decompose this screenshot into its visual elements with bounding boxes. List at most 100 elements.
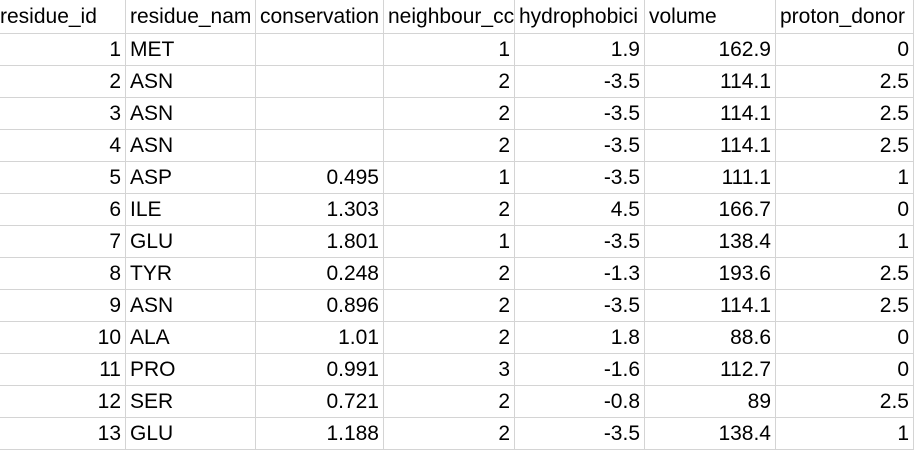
cell-neighbour-count[interactable]: 2 bbox=[384, 194, 515, 226]
cell-volume[interactable]: 114.1 bbox=[645, 290, 776, 322]
cell-residue-id[interactable]: 4 bbox=[0, 130, 126, 162]
cell-neighbour-count[interactable]: 1 bbox=[384, 226, 515, 258]
cell-residue-id[interactable]: 8 bbox=[0, 258, 126, 290]
cell-proton-donor[interactable]: 0 bbox=[776, 34, 914, 66]
cell-hydrophobicity[interactable]: -1.3 bbox=[515, 258, 645, 290]
cell-volume[interactable]: 138.4 bbox=[645, 226, 776, 258]
cell-hydrophobicity[interactable]: -3.5 bbox=[515, 130, 645, 162]
cell-residue-name[interactable]: ASN bbox=[126, 290, 256, 322]
cell-neighbour-count[interactable]: 2 bbox=[384, 322, 515, 354]
cell-volume[interactable]: 88.6 bbox=[645, 322, 776, 354]
cell-residue-id[interactable]: 5 bbox=[0, 162, 126, 194]
cell-conservation[interactable] bbox=[256, 98, 384, 130]
cell-residue-id[interactable]: 9 bbox=[0, 290, 126, 322]
cell-residue-name[interactable]: GLU bbox=[126, 226, 256, 258]
cell-residue-name[interactable]: TYR bbox=[126, 258, 256, 290]
cell-neighbour-count[interactable]: 2 bbox=[384, 258, 515, 290]
cell-hydrophobicity[interactable]: -3.5 bbox=[515, 162, 645, 194]
cell-residue-name[interactable]: GLU bbox=[126, 418, 256, 450]
cell-hydrophobicity[interactable]: -3.5 bbox=[515, 418, 645, 450]
cell-proton-donor[interactable]: 2.5 bbox=[776, 98, 914, 130]
cell-residue-id[interactable]: 1 bbox=[0, 34, 126, 66]
cell-conservation[interactable]: 0.495 bbox=[256, 162, 384, 194]
cell-residue-name[interactable]: ALA bbox=[126, 322, 256, 354]
column-header-proton-donor[interactable]: proton_donor bbox=[776, 0, 914, 34]
cell-volume[interactable]: 193.6 bbox=[645, 258, 776, 290]
column-header-hydrophobicity[interactable]: hydrophobici bbox=[515, 0, 645, 34]
cell-proton-donor[interactable]: 2.5 bbox=[776, 258, 914, 290]
cell-conservation[interactable] bbox=[256, 66, 384, 98]
cell-residue-name[interactable]: PRO bbox=[126, 354, 256, 386]
cell-neighbour-count[interactable]: 3 bbox=[384, 354, 515, 386]
cell-hydrophobicity[interactable]: -3.5 bbox=[515, 98, 645, 130]
column-header-residue-name[interactable]: residue_nam bbox=[126, 0, 256, 34]
cell-conservation[interactable]: 0.721 bbox=[256, 386, 384, 418]
cell-residue-name[interactable]: ASP bbox=[126, 162, 256, 194]
cell-volume[interactable]: 114.1 bbox=[645, 130, 776, 162]
cell-hydrophobicity[interactable]: -3.5 bbox=[515, 66, 645, 98]
cell-residue-name[interactable]: ILE bbox=[126, 194, 256, 226]
cell-residue-id[interactable]: 13 bbox=[0, 418, 126, 450]
cell-volume[interactable]: 166.7 bbox=[645, 194, 776, 226]
cell-proton-donor[interactable]: 1 bbox=[776, 226, 914, 258]
cell-volume[interactable]: 162.9 bbox=[645, 34, 776, 66]
cell-neighbour-count[interactable]: 2 bbox=[384, 98, 515, 130]
cell-residue-name[interactable]: ASN bbox=[126, 130, 256, 162]
cell-residue-name[interactable]: ASN bbox=[126, 98, 256, 130]
cell-proton-donor[interactable]: 1 bbox=[776, 162, 914, 194]
cell-conservation[interactable]: 1.188 bbox=[256, 418, 384, 450]
cell-proton-donor[interactable]: 2.5 bbox=[776, 290, 914, 322]
cell-neighbour-count[interactable]: 2 bbox=[384, 418, 515, 450]
column-header-conservation[interactable]: conservation bbox=[256, 0, 384, 34]
column-header-neighbour-count[interactable]: neighbour_cc bbox=[384, 0, 515, 34]
cell-neighbour-count[interactable]: 1 bbox=[384, 162, 515, 194]
cell-neighbour-count[interactable]: 2 bbox=[384, 66, 515, 98]
cell-hydrophobicity[interactable]: 1.9 bbox=[515, 34, 645, 66]
cell-residue-id[interactable]: 3 bbox=[0, 98, 126, 130]
cell-hydrophobicity[interactable]: -0.8 bbox=[515, 386, 645, 418]
cell-neighbour-count[interactable]: 2 bbox=[384, 386, 515, 418]
cell-volume[interactable]: 138.4 bbox=[645, 418, 776, 450]
cell-conservation[interactable]: 1.303 bbox=[256, 194, 384, 226]
cell-volume[interactable]: 111.1 bbox=[645, 162, 776, 194]
cell-residue-id[interactable]: 10 bbox=[0, 322, 126, 354]
cell-residue-name[interactable]: SER bbox=[126, 386, 256, 418]
cell-proton-donor[interactable]: 0 bbox=[776, 322, 914, 354]
cell-proton-donor[interactable]: 2.5 bbox=[776, 130, 914, 162]
column-header-residue-id[interactable]: residue_id bbox=[0, 0, 126, 34]
cell-residue-id[interactable]: 12 bbox=[0, 386, 126, 418]
cell-neighbour-count[interactable]: 2 bbox=[384, 130, 515, 162]
cell-residue-name[interactable]: MET bbox=[126, 34, 256, 66]
cell-conservation[interactable]: 1.01 bbox=[256, 322, 384, 354]
cell-proton-donor[interactable]: 1 bbox=[776, 418, 914, 450]
cell-residue-id[interactable]: 7 bbox=[0, 226, 126, 258]
cell-hydrophobicity[interactable]: -3.5 bbox=[515, 226, 645, 258]
cell-residue-id[interactable]: 6 bbox=[0, 194, 126, 226]
cell-proton-donor[interactable]: 2.5 bbox=[776, 66, 914, 98]
cell-residue-id[interactable]: 11 bbox=[0, 354, 126, 386]
cell-neighbour-count[interactable]: 2 bbox=[384, 290, 515, 322]
cell-volume[interactable]: 89 bbox=[645, 386, 776, 418]
cell-volume[interactable]: 114.1 bbox=[645, 98, 776, 130]
cell-volume[interactable]: 112.7 bbox=[645, 354, 776, 386]
cell-volume[interactable]: 114.1 bbox=[645, 66, 776, 98]
cell-conservation[interactable]: 0.248 bbox=[256, 258, 384, 290]
cell-residue-id[interactable]: 2 bbox=[0, 66, 126, 98]
cell-hydrophobicity[interactable]: 4.5 bbox=[515, 194, 645, 226]
cell-hydrophobicity[interactable]: 1.8 bbox=[515, 322, 645, 354]
cell-hydrophobicity[interactable]: -1.6 bbox=[515, 354, 645, 386]
cell-residue-name[interactable]: ASN bbox=[126, 66, 256, 98]
cell-proton-donor[interactable]: 0 bbox=[776, 354, 914, 386]
cell-conservation[interactable] bbox=[256, 130, 384, 162]
cell-neighbour-count[interactable]: 1 bbox=[384, 34, 515, 66]
cell-proton-donor[interactable]: 2.5 bbox=[776, 386, 914, 418]
cell-hydrophobicity[interactable]: -3.5 bbox=[515, 290, 645, 322]
cell-conservation[interactable]: 0.896 bbox=[256, 290, 384, 322]
cell-proton-donor[interactable]: 0 bbox=[776, 194, 914, 226]
cell-conservation[interactable]: 1.801 bbox=[256, 226, 384, 258]
column-header-volume[interactable]: volume bbox=[645, 0, 776, 34]
cell-conservation[interactable]: 0.991 bbox=[256, 354, 384, 386]
cell-conservation[interactable] bbox=[256, 34, 384, 66]
